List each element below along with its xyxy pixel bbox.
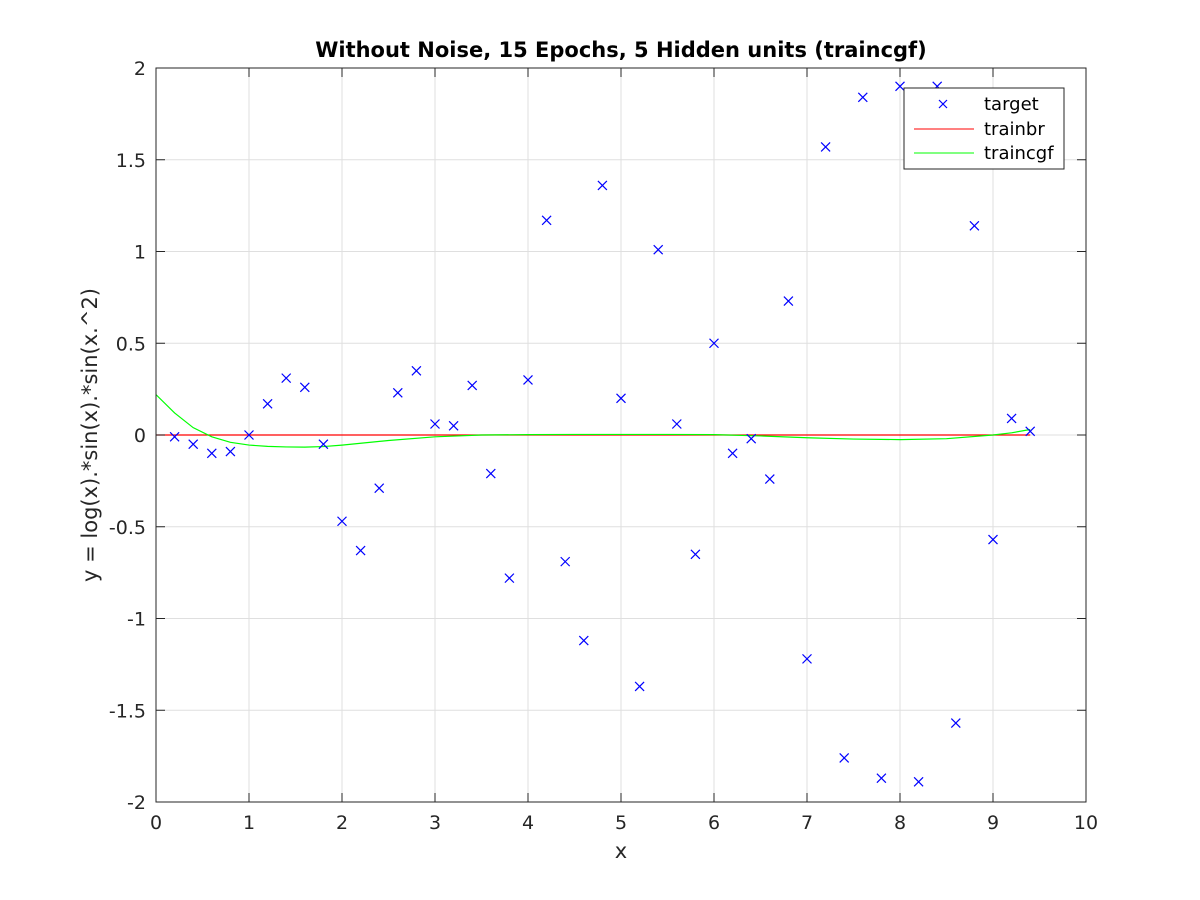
target-point bbox=[653, 244, 664, 255]
target-point bbox=[988, 534, 998, 545]
axis-ticks: 0 1 2 3 4 5 6 7 8 9 10 -2 -1.5 -1 -0.5 0 0.5 1 1.5 2 bbox=[109, 58, 1098, 834]
target-point bbox=[709, 338, 719, 349]
y-tick-label: 0.5 bbox=[116, 333, 146, 355]
target-point bbox=[690, 549, 701, 560]
target-point bbox=[578, 635, 589, 646]
target-point bbox=[764, 474, 775, 484]
y-tick-label: 1.5 bbox=[116, 150, 146, 172]
target-point bbox=[392, 387, 403, 398]
target-point bbox=[355, 545, 366, 556]
chart-title: Without Noise, 15 Epochs, 5 Hidden units… bbox=[315, 38, 927, 62]
y-tick-label: -1 bbox=[127, 609, 146, 631]
target-point bbox=[225, 446, 236, 457]
target-point bbox=[1025, 426, 1036, 437]
target-point bbox=[560, 556, 571, 567]
y-tick-label: 0 bbox=[134, 425, 146, 447]
target-point bbox=[337, 516, 347, 527]
target-point bbox=[485, 468, 496, 479]
legend: target trainbr traincgf bbox=[903, 87, 1065, 170]
legend-label-traincgf: traincgf bbox=[984, 143, 1054, 164]
x-tick-label: 2 bbox=[336, 812, 348, 834]
target-point bbox=[913, 776, 924, 787]
legend-label-target: target bbox=[984, 94, 1039, 115]
target-point bbox=[616, 393, 626, 404]
x-tick-label: 1 bbox=[243, 812, 255, 834]
target-point bbox=[169, 431, 180, 442]
target-point bbox=[671, 419, 682, 429]
y-tick-label: -0.5 bbox=[109, 517, 146, 539]
legend-label-trainbr: trainbr bbox=[984, 119, 1045, 140]
target-point bbox=[839, 753, 850, 763]
target-point bbox=[281, 373, 292, 384]
target-markers bbox=[169, 81, 1036, 787]
target-point bbox=[746, 433, 757, 444]
target-point bbox=[411, 365, 422, 376]
x-tick-label: 6 bbox=[708, 812, 720, 834]
target-point bbox=[504, 573, 515, 584]
y-tick-label: 1 bbox=[134, 242, 146, 264]
x-tick-label: 7 bbox=[801, 812, 813, 834]
target-point bbox=[857, 92, 868, 103]
target-point bbox=[950, 718, 961, 729]
target-point bbox=[727, 448, 738, 459]
target-point bbox=[876, 773, 887, 784]
x-tick-label: 3 bbox=[429, 812, 441, 834]
legend-marker-target bbox=[938, 99, 948, 109]
y-tick-label: -2 bbox=[127, 792, 146, 814]
x-tick-label: 4 bbox=[522, 812, 534, 834]
x-tick-label: 9 bbox=[987, 812, 999, 834]
target-point bbox=[783, 296, 794, 306]
x-tick-label: 0 bbox=[150, 812, 162, 834]
series-line-traincgf bbox=[155, 394, 1031, 448]
y-tick-label: -1.5 bbox=[109, 700, 146, 722]
target-point bbox=[318, 439, 329, 450]
target-point bbox=[262, 398, 273, 409]
x-axis-label: x bbox=[615, 839, 627, 863]
target-point bbox=[634, 681, 645, 692]
target-point bbox=[820, 141, 831, 152]
target-point bbox=[802, 653, 812, 664]
x-tick-label: 10 bbox=[1074, 812, 1098, 834]
y-tick-label: 2 bbox=[134, 58, 146, 80]
target-point bbox=[188, 439, 199, 450]
target-point bbox=[467, 380, 478, 391]
target-point bbox=[541, 215, 552, 226]
target-point bbox=[206, 448, 217, 459]
series-lines bbox=[155, 394, 1031, 448]
target-point bbox=[374, 483, 385, 494]
x-tick-label: 8 bbox=[894, 812, 906, 834]
x-tick-label: 5 bbox=[615, 812, 627, 834]
y-axis-label: y = log(x).*sin(x).*sin(x.^2) bbox=[78, 288, 102, 582]
target-point bbox=[969, 220, 980, 231]
target-point bbox=[523, 375, 533, 385]
target-point bbox=[430, 419, 440, 429]
target-point bbox=[299, 382, 310, 393]
target-point bbox=[1006, 413, 1017, 424]
target-point bbox=[597, 180, 608, 191]
target-point bbox=[244, 430, 254, 440]
target-point bbox=[895, 81, 905, 92]
target-point bbox=[448, 420, 459, 431]
